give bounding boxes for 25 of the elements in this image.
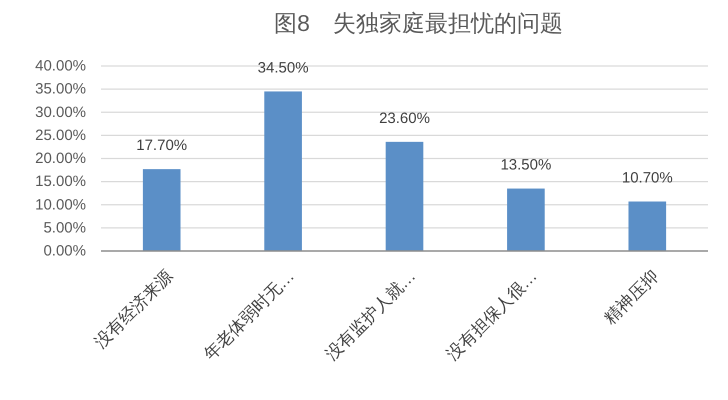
x-tick-label: 没有担保人很… <box>443 266 541 364</box>
chart-title: 图8 失独家庭最担忧的问题 <box>274 10 563 36</box>
data-label: 34.50% <box>258 59 309 76</box>
y-tick-label: 5.00% <box>43 219 86 236</box>
bar <box>628 202 666 251</box>
bar <box>507 188 545 251</box>
y-tick-label: 40.00% <box>35 58 86 74</box>
y-tick-label: 10.00% <box>35 196 86 214</box>
y-tick-label: 25.00% <box>35 126 86 144</box>
y-tick-label: 30.00% <box>35 104 86 121</box>
data-label: 13.50% <box>500 156 552 174</box>
x-tick-label: 精神压抑 <box>600 266 662 328</box>
x-tick-label: 没有监护人就… <box>322 266 420 364</box>
data-label: 23.60% <box>379 110 430 127</box>
data-label: 17.70% <box>136 137 188 154</box>
data-label: 10.70% <box>622 170 673 187</box>
y-tick-label: 20.00% <box>35 150 86 167</box>
y-tick-label: 35.00% <box>35 80 86 98</box>
bar <box>142 169 181 251</box>
y-tick-label: 0.00% <box>43 242 86 260</box>
bar <box>386 142 424 251</box>
y-tick-label: 15.00% <box>35 173 86 190</box>
bar <box>264 91 302 251</box>
x-tick-label: 年老体弱时无… <box>200 266 298 364</box>
x-tick-label: 没有经济来源 <box>90 266 177 352</box>
